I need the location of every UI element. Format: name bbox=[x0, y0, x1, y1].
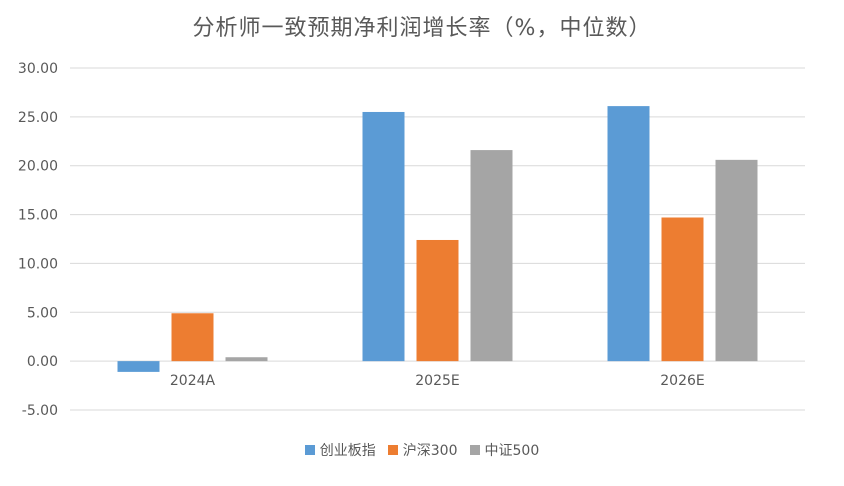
legend-swatch bbox=[387, 445, 398, 455]
legend-label: 中证500 bbox=[484, 443, 540, 459]
y-tick-label: 15.00 bbox=[18, 208, 58, 224]
bar-2-2025E bbox=[416, 239, 459, 362]
legend-swatch bbox=[469, 445, 480, 455]
x-category-label: 2026E bbox=[660, 373, 704, 389]
legend-label: 沪深300 bbox=[402, 443, 458, 459]
bar-2-2026E bbox=[661, 217, 704, 362]
bar-1-2026E bbox=[607, 106, 650, 362]
x-category-label: 2024A bbox=[170, 373, 216, 389]
y-tick-label: 10.00 bbox=[18, 256, 58, 272]
x-axis-categories: 2024A 2025E 2026E bbox=[170, 373, 705, 389]
legend-swatch bbox=[304, 445, 315, 455]
bar-1-2024A bbox=[117, 361, 160, 372]
legend: 创业板指 沪深300 中证500 bbox=[0, 440, 844, 460]
y-tick-label: 30.00 bbox=[18, 61, 58, 77]
y-tick-label: -5.00 bbox=[22, 403, 58, 419]
legend-item: 中证500 bbox=[469, 440, 540, 460]
y-tick-label: 5.00 bbox=[27, 305, 58, 321]
y-tick-label: 25.00 bbox=[18, 110, 58, 126]
bar-1-2025E bbox=[362, 111, 405, 362]
chart-title: 分析师一致预期净利润增长率（%，中位数） bbox=[192, 16, 652, 41]
bar-3-2026E bbox=[715, 159, 758, 362]
bar-2-2024A bbox=[171, 313, 214, 362]
legend-item: 创业板指 bbox=[304, 440, 376, 460]
y-axis-ticks: 30.00 25.00 20.00 15.00 10.00 5.00 0.00 -5.00 bbox=[18, 61, 58, 419]
bars bbox=[117, 106, 758, 372]
y-tick-label: 20.00 bbox=[18, 159, 58, 175]
bar-3-2025E bbox=[470, 150, 513, 362]
x-category-label: 2025E bbox=[415, 373, 459, 389]
legend-item: 沪深300 bbox=[387, 440, 458, 460]
y-tick-label: 0.00 bbox=[27, 354, 58, 370]
legend-label: 创业板指 bbox=[319, 443, 376, 459]
bar-3-2024A bbox=[225, 357, 268, 362]
